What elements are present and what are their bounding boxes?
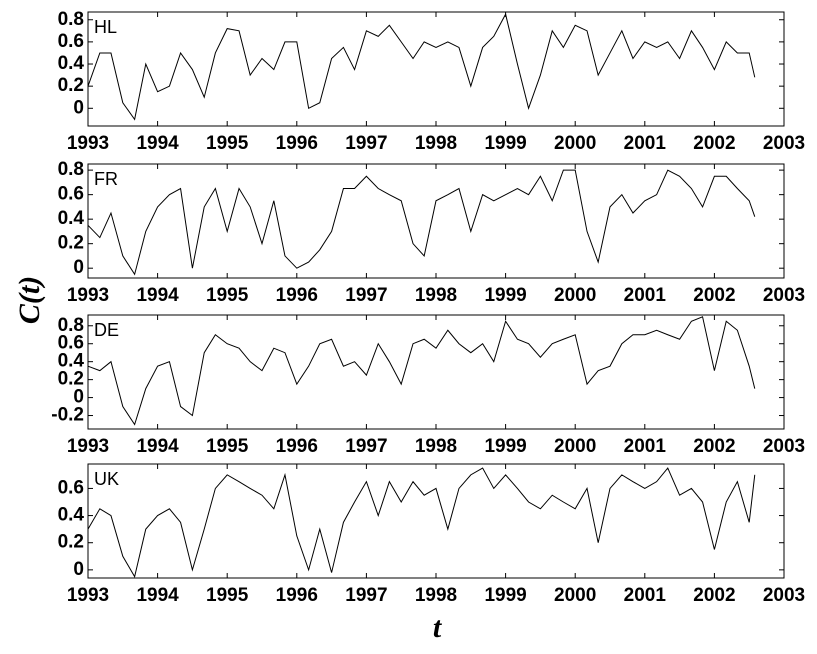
x-tick-label: 2001 xyxy=(624,285,667,306)
y-tick-label: 0 xyxy=(73,97,84,118)
y-tick-label: 0.2 xyxy=(58,532,84,553)
x-tick-label: 1999 xyxy=(484,436,526,457)
y-tick-label: 0.4 xyxy=(58,505,85,526)
y-tick-label: 0.4 xyxy=(58,351,85,372)
x-tick-label: 1997 xyxy=(345,436,387,457)
x-tick-label: 1996 xyxy=(276,585,318,606)
x-tick-label: 1995 xyxy=(206,436,249,457)
x-tick-label: 1999 xyxy=(484,285,526,306)
x-tick-label: 2000 xyxy=(554,436,596,457)
x-tick-label: 1998 xyxy=(415,133,457,154)
plot-frame xyxy=(87,163,785,279)
x-tick-label: 2001 xyxy=(624,436,667,457)
plot-frame xyxy=(87,463,785,579)
x-tick-label: 1998 xyxy=(415,585,457,606)
panel-label: FR xyxy=(94,169,118,189)
x-tick-label: 1996 xyxy=(276,285,318,306)
y-tick-label: 0 xyxy=(73,387,84,408)
series-line xyxy=(87,316,756,426)
x-tick-label: 1997 xyxy=(345,585,387,606)
panel-label: UK xyxy=(94,469,119,489)
x-tick-label: 1998 xyxy=(415,436,457,457)
y-tick-label: 0.6 xyxy=(58,184,84,205)
y-axis-label: C(t) xyxy=(13,276,46,324)
x-tick-label: 2002 xyxy=(693,285,735,306)
x-tick-label: 2003 xyxy=(763,285,805,306)
y-tick-label: 0.8 xyxy=(58,9,84,30)
y-tick-label: 0.6 xyxy=(58,477,84,498)
x-tick-label: 1994 xyxy=(136,133,179,154)
y-tick-label: 0.2 xyxy=(58,369,84,390)
x-tick-label: 1993 xyxy=(67,585,109,606)
x-tick-label: 2001 xyxy=(624,585,667,606)
x-tick-label: 1994 xyxy=(136,585,179,606)
x-tick-label: 1993 xyxy=(67,436,109,457)
y-tick-label: 0.6 xyxy=(58,333,84,354)
y-tick-label: 0.4 xyxy=(58,208,85,229)
x-tick-label: 2000 xyxy=(554,585,596,606)
x-tick-label: 2002 xyxy=(693,585,735,606)
series-line xyxy=(87,169,756,276)
x-axis-label: t xyxy=(433,611,443,644)
x-tick-label: 2000 xyxy=(554,285,596,306)
x-tick-label: 2002 xyxy=(693,436,735,457)
y-tick-label: 0.2 xyxy=(58,75,84,96)
y-tick-label: 0 xyxy=(73,257,84,278)
x-tick-label: 1997 xyxy=(345,133,387,154)
plot-frame xyxy=(87,314,785,430)
y-tick-label: 0 xyxy=(73,559,84,580)
x-tick-label: 1997 xyxy=(345,285,387,306)
y-tick-label: -0.2 xyxy=(51,405,84,426)
x-tick-label: 1999 xyxy=(484,585,526,606)
x-tick-label: 1999 xyxy=(484,133,526,154)
x-tick-label: 2003 xyxy=(763,133,805,154)
x-tick-label: 1993 xyxy=(67,133,109,154)
x-tick-label: 1994 xyxy=(136,436,179,457)
x-tick-label: 2000 xyxy=(554,133,596,154)
x-tick-label: 1996 xyxy=(276,436,318,457)
panel-label: DE xyxy=(94,320,119,340)
x-tick-label: 1998 xyxy=(415,285,457,306)
x-tick-label: 2001 xyxy=(624,133,667,154)
x-tick-label: 2003 xyxy=(763,585,805,606)
x-tick-label: 1995 xyxy=(206,585,249,606)
x-tick-label: 1993 xyxy=(67,285,109,306)
y-tick-label: 0.4 xyxy=(58,53,85,74)
x-tick-label: 2002 xyxy=(693,133,735,154)
x-tick-label: 1996 xyxy=(276,133,318,154)
y-tick-label: 0.8 xyxy=(58,315,84,336)
y-tick-label: 0.6 xyxy=(58,31,84,52)
panel-label: HL xyxy=(94,17,117,37)
series-line xyxy=(87,467,756,578)
y-tick-label: 0.2 xyxy=(58,233,84,254)
x-tick-label: 1995 xyxy=(206,285,249,306)
y-tick-label: 0.8 xyxy=(58,159,84,180)
x-tick-label: 2003 xyxy=(763,436,805,457)
x-tick-label: 1995 xyxy=(206,133,249,154)
series-line xyxy=(87,12,756,121)
x-tick-label: 1994 xyxy=(136,285,179,306)
